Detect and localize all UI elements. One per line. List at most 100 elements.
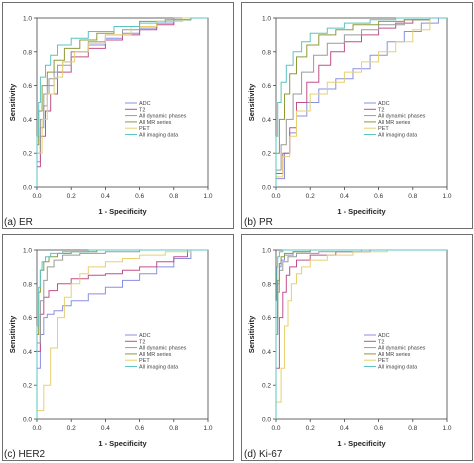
y-tick-label: 1.0 xyxy=(262,16,271,23)
x-tick-label: 1.0 xyxy=(203,193,212,200)
x-tick-label: 0.6 xyxy=(374,425,383,432)
y-tick-label: 0.6 xyxy=(23,315,32,322)
y-tick-label: 0.8 xyxy=(23,281,32,288)
x-tick-label: 1.0 xyxy=(203,425,212,432)
x-tick-label: 0.2 xyxy=(67,425,76,432)
y-tick-label: 0.2 xyxy=(23,151,32,158)
x-tick-label: 0.6 xyxy=(135,193,144,200)
y-tick-label: 0.4 xyxy=(262,349,271,356)
roc-curve-all-imaging-data xyxy=(275,249,447,419)
y-axis-label: Sensitivity xyxy=(8,315,17,353)
y-tick-label: 0.0 xyxy=(23,185,32,192)
legend-label: T2 xyxy=(139,107,145,113)
roc-curve-all-imaging-data xyxy=(36,249,208,419)
legend-label: All imaging data xyxy=(139,133,179,139)
plot-frame xyxy=(36,249,209,420)
x-tick-label: 0.6 xyxy=(135,425,144,432)
y-axis-label: Sensitivity xyxy=(247,315,256,353)
x-axis-label: 1 - Specificity xyxy=(337,439,386,448)
roc-curve-all-dynamic-phases xyxy=(36,249,208,419)
y-tick-label: 0.0 xyxy=(262,185,271,192)
roc-chart-pr: 0.0 0.2 0.4 0.6 0.8 1.0 0.0 0.2 0.4 0.6 0.8 1.0 1 - … xyxy=(247,16,452,217)
legend-label: All imaging data xyxy=(378,133,418,139)
x-axis-label: 1 - Specificity xyxy=(98,207,147,216)
legend-label: T2 xyxy=(139,339,145,345)
legend-label: All imaging data xyxy=(139,365,179,371)
legend-label: All dynamic phases xyxy=(139,114,187,120)
y-tick-label: 1.0 xyxy=(262,248,271,255)
x-tick-label: 0.8 xyxy=(169,193,178,200)
legend-label: All MR series xyxy=(139,352,172,358)
roc-curve-pet xyxy=(275,17,447,187)
roc-curve-adc xyxy=(275,249,447,419)
legend-label: ADC xyxy=(139,333,151,339)
plot-frame xyxy=(36,17,209,188)
caption-her2: (c) HER2 xyxy=(4,449,46,460)
x-tick-label: 0.8 xyxy=(408,425,417,432)
y-tick-label: 0.4 xyxy=(23,117,32,124)
roc-curve-all-mr-series xyxy=(36,17,208,187)
y-tick-label: 0.2 xyxy=(23,383,32,390)
plot-frame xyxy=(275,17,448,188)
roc-panel-pr: 0.0 0.2 0.4 0.6 0.8 1.0 0.0 0.2 0.4 0.6 0.8 1.0 1 - … xyxy=(241,2,473,229)
roc-curve-pet xyxy=(275,249,447,419)
legend-label: All MR series xyxy=(378,120,411,126)
x-tick-label: 1.0 xyxy=(442,425,451,432)
roc-curve-pet xyxy=(36,17,208,187)
roc-curve-all-dynamic-phases xyxy=(275,249,447,419)
legend-label: PET xyxy=(139,126,150,132)
legend-label: ADC xyxy=(378,333,390,339)
x-tick-label: 0.8 xyxy=(408,193,417,200)
x-tick-label: 1.0 xyxy=(442,193,451,200)
y-tick-label: 0.0 xyxy=(23,417,32,424)
legend-label: PET xyxy=(139,358,150,364)
x-tick-label: 0.4 xyxy=(340,425,349,432)
roc-curve-t2 xyxy=(36,249,208,419)
legend-label: All MR series xyxy=(139,120,172,126)
x-tick-label: 0.4 xyxy=(101,425,110,432)
roc-panel-her2: 0.0 0.2 0.4 0.6 0.8 1.0 0.0 0.2 0.4 0.6 0.8 1.0 1 - … xyxy=(2,234,234,461)
roc-curve-adc xyxy=(36,17,208,187)
legend-label: All dynamic phases xyxy=(139,346,187,352)
x-tick-label: 0.4 xyxy=(101,193,110,200)
roc-curve-t2 xyxy=(36,17,208,187)
x-tick-label: 0.4 xyxy=(340,193,349,200)
y-tick-label: 1.0 xyxy=(23,248,32,255)
y-tick-label: 0.2 xyxy=(262,151,271,158)
y-tick-label: 0.4 xyxy=(262,117,271,124)
legend-label: ADC xyxy=(378,101,390,107)
x-tick-label: 0.2 xyxy=(306,193,315,200)
legend-label: PET xyxy=(378,126,389,132)
roc-curve-all-mr-series xyxy=(36,249,208,419)
y-tick-label: 1.0 xyxy=(23,16,32,23)
roc-curve-all-imaging-data xyxy=(275,17,447,187)
y-tick-label: 0.6 xyxy=(23,83,32,90)
roc-panel-er: 0.0 0.2 0.4 0.6 0.8 1.0 0.0 0.2 0.4 0.6 0.8 1.0 1 - … xyxy=(2,2,234,229)
y-tick-label: 0.8 xyxy=(23,49,32,56)
legend-label: T2 xyxy=(378,107,384,113)
x-tick-label: 0.0 xyxy=(32,425,41,432)
y-axis-label: Sensitivity xyxy=(8,83,17,121)
legend-label: All dynamic phases xyxy=(378,346,426,352)
y-tick-label: 0.6 xyxy=(262,315,271,322)
legend-label: ADC xyxy=(139,101,151,107)
roc-curve-all-mr-series xyxy=(275,249,447,419)
y-tick-label: 0.8 xyxy=(262,49,271,56)
x-tick-label: 0.0 xyxy=(271,193,280,200)
x-tick-label: 0.2 xyxy=(67,193,76,200)
roc-chart-her2: 0.0 0.2 0.4 0.6 0.8 1.0 0.0 0.2 0.4 0.6 0.8 1.0 1 - … xyxy=(8,248,213,449)
roc-curve-all-dynamic-phases xyxy=(275,17,447,187)
roc-curve-all-imaging-data xyxy=(36,17,208,187)
legend-label: PET xyxy=(378,358,389,364)
y-tick-label: 0.2 xyxy=(262,383,271,390)
caption-pr: (b) PR xyxy=(244,217,273,228)
legend-label: All dynamic phases xyxy=(378,114,426,120)
caption-ki67: (d) Ki-67 xyxy=(244,449,283,460)
roc-curve-t2 xyxy=(275,249,447,419)
x-tick-label: 0.6 xyxy=(374,193,383,200)
y-tick-label: 0.0 xyxy=(262,417,271,424)
x-tick-label: 0.0 xyxy=(271,425,280,432)
x-axis-label: 1 - Specificity xyxy=(98,439,147,448)
roc-chart-ki67: 0.0 0.2 0.4 0.6 0.8 1.0 0.0 0.2 0.4 0.6 0.8 1.0 1 - … xyxy=(247,248,452,449)
x-tick-label: 0.8 xyxy=(169,425,178,432)
